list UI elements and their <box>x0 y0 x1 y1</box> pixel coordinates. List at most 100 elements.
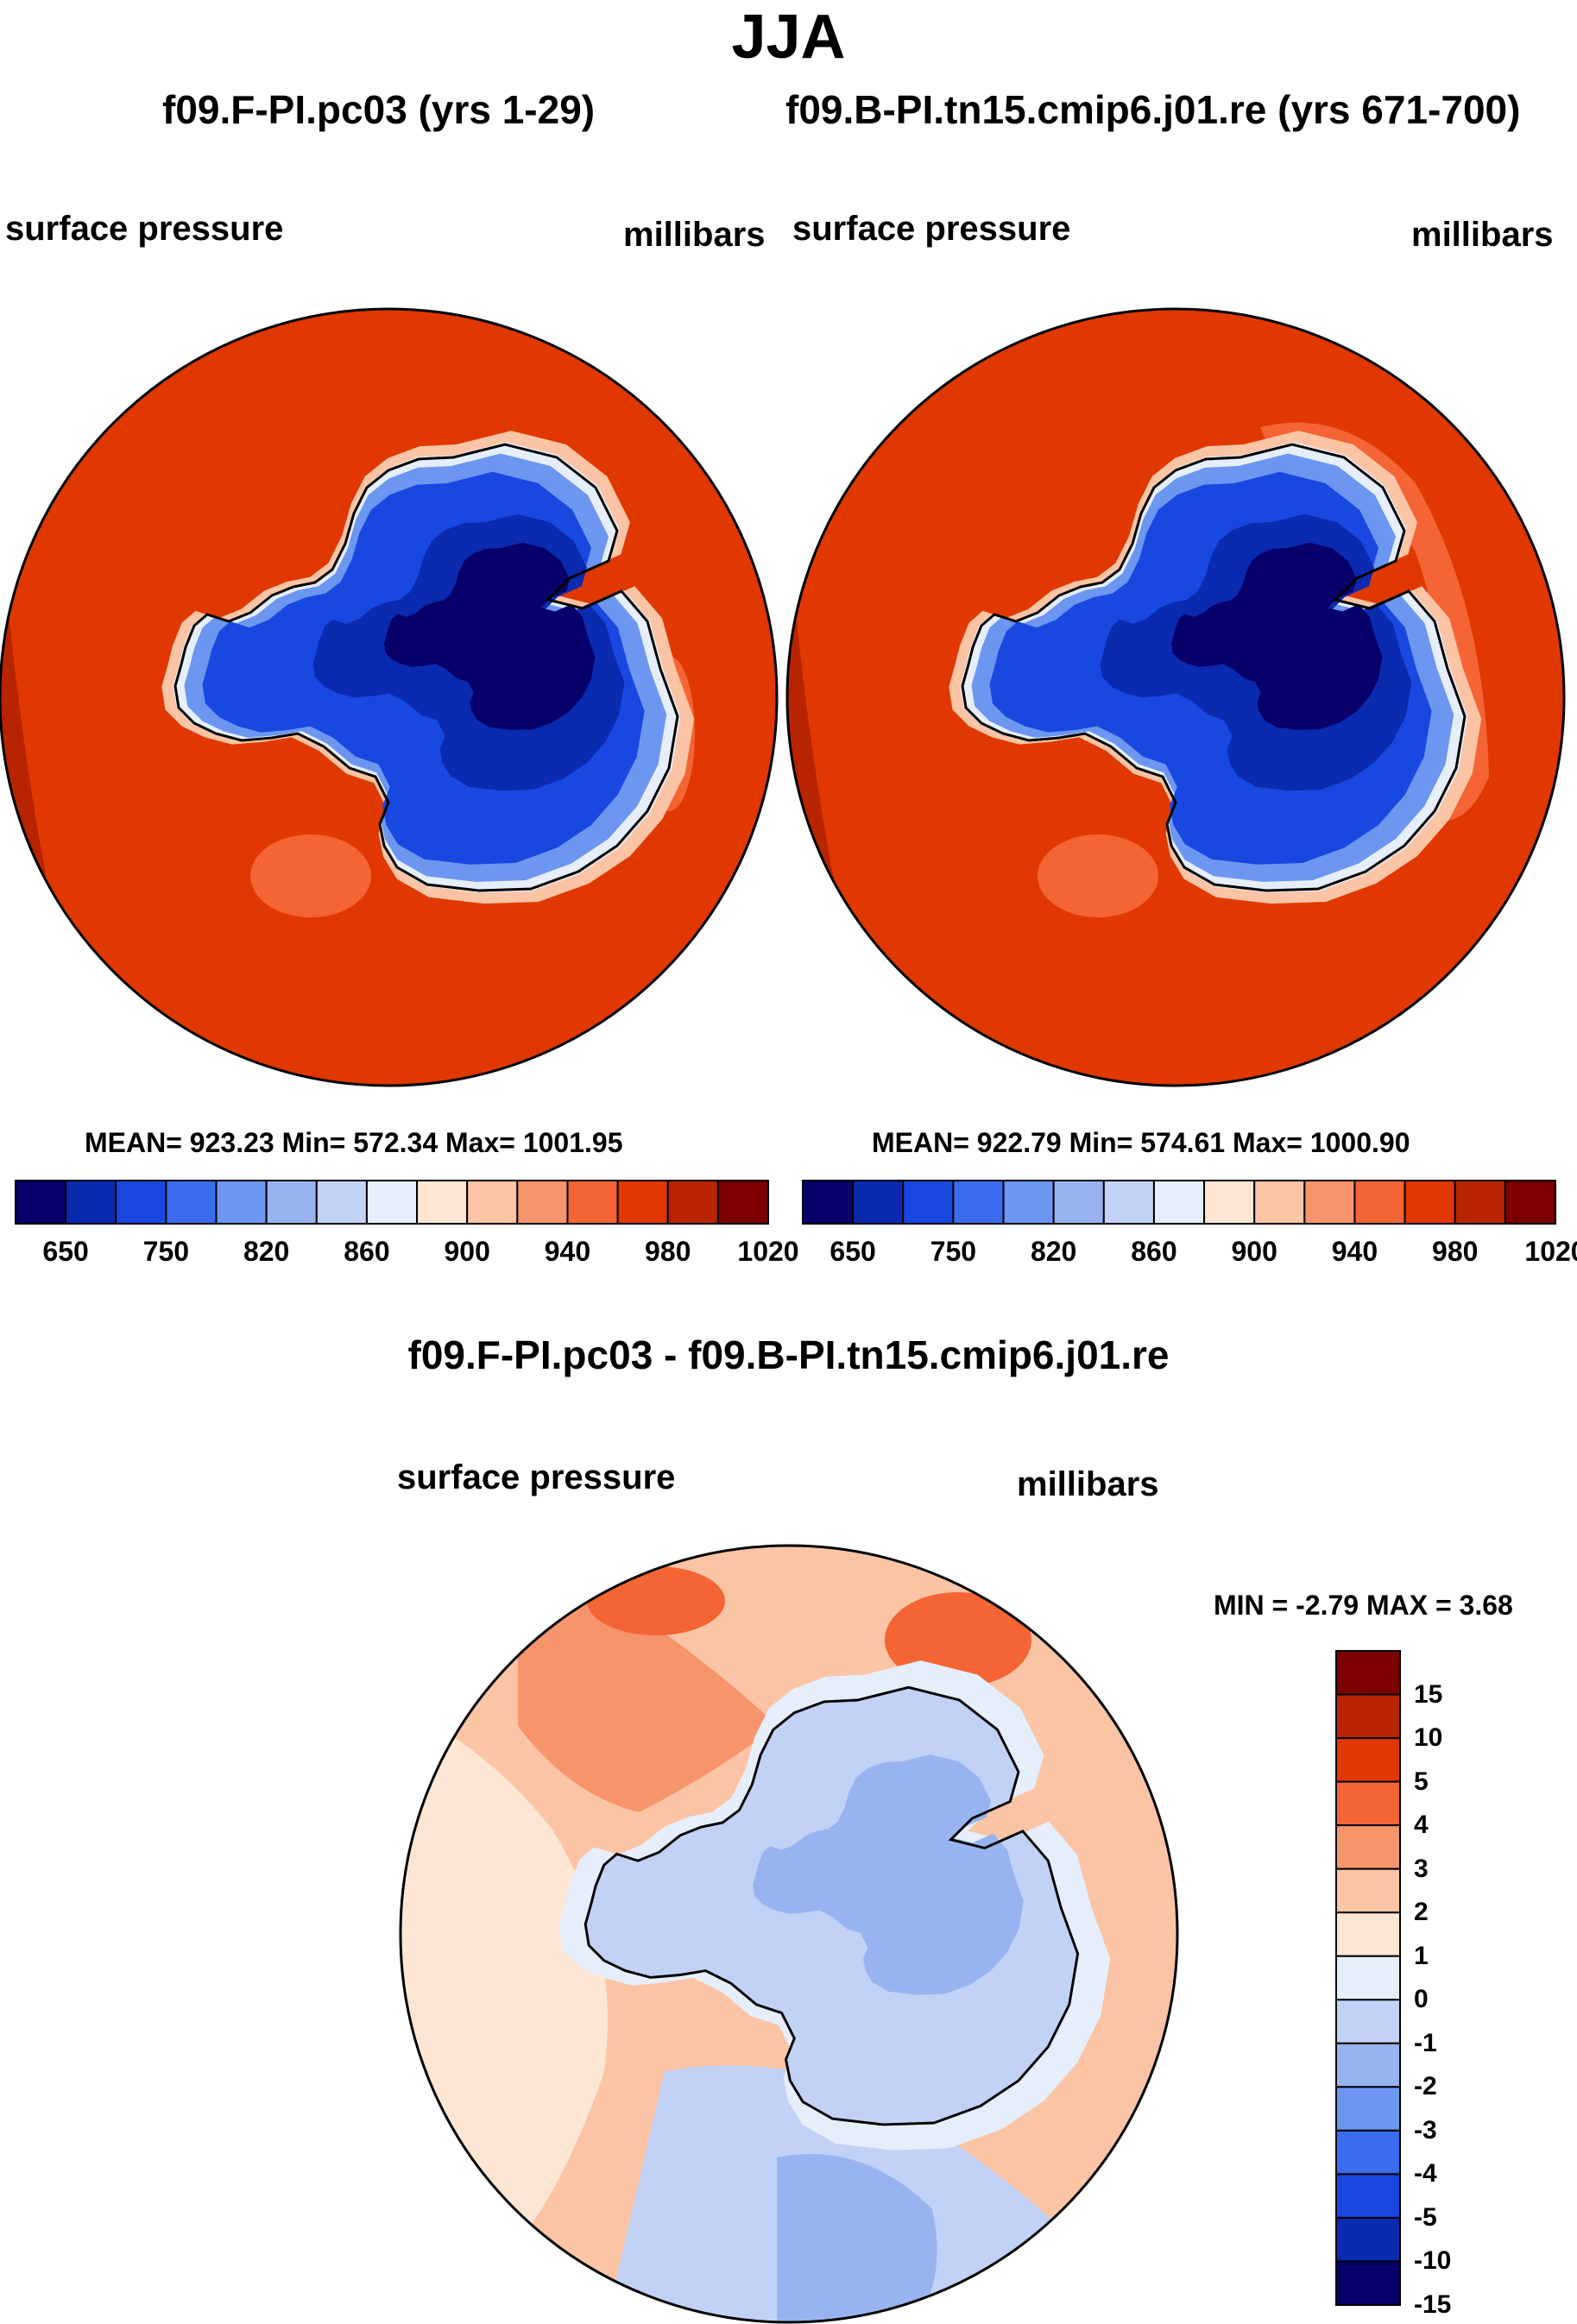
colorbar-tick-label: 820 <box>243 1236 290 1267</box>
panel2-title: f09.B-PI.tn15.cmip6.j01.re (yrs 671-700) <box>785 87 1521 132</box>
panel2-warm-arc <box>1260 422 1489 822</box>
panel3-warm-region <box>518 1571 777 1812</box>
colorbar-tick-label: 860 <box>1131 1236 1177 1267</box>
colorbar-swatch <box>1253 1180 1306 1225</box>
colorbar-swatch <box>1335 1737 1401 1783</box>
colorbar-tick-label: 900 <box>444 1236 490 1267</box>
colorbar-swatch <box>1203 1180 1256 1225</box>
colorbar-swatch <box>1002 1180 1055 1225</box>
colorbar-tick-label: -15 <box>1414 2290 1452 2319</box>
panel2-colorbar <box>802 1180 1556 1225</box>
panel1-variable-label: surface pressure <box>5 210 284 248</box>
colorbar-swatch <box>1335 2129 1401 2176</box>
panel3-map-border <box>399 1544 1179 2324</box>
colorbar-swatch <box>1335 1650 1401 1696</box>
colorbar-swatch <box>1152 1180 1206 1225</box>
colorbar-swatch <box>516 1180 569 1225</box>
panel2-warm-patch <box>1038 834 1158 917</box>
colorbar-swatch <box>566 1180 619 1225</box>
panel3-title: f09.F-PI.pc03 - f09.B-PI.tn15.cmip6.j01.… <box>407 1332 1170 1377</box>
colorbar-tick-label: 5 <box>1414 1767 1429 1796</box>
colorbar-swatch <box>1335 2173 1401 2219</box>
colorbar-swatch <box>466 1180 519 1225</box>
colorbar-swatch <box>1404 1180 1456 1225</box>
panel1-stats: MEAN= 923.23 Min= 572.34 Max= 1001.95 <box>85 1127 623 1158</box>
panel2-variable-label: surface pressure <box>792 210 1071 248</box>
colorbar-tick-label: 820 <box>1030 1236 1077 1267</box>
colorbar-swatch <box>1335 1867 1401 1914</box>
colorbar-swatch <box>215 1180 268 1225</box>
panel3-units-label: millibars <box>1017 1465 1159 1503</box>
colorbar-swatch <box>1335 2260 1401 2307</box>
colorbar-tick-label: 940 <box>1331 1236 1378 1267</box>
colorbar-swatch <box>902 1180 955 1225</box>
panel1-map <box>0 307 779 1087</box>
panel3-colorbar <box>1335 1650 1401 2307</box>
colorbar-swatch <box>1335 1693 1401 1740</box>
colorbar-swatch <box>852 1180 905 1225</box>
panel1-colorbar <box>15 1180 769 1225</box>
panel3-stats: MIN = -2.79 MAX = 3.68 <box>1214 1590 1513 1621</box>
colorbar-swatch <box>1052 1180 1105 1225</box>
panel2-map-border <box>785 307 1566 1087</box>
panel3-cool-core <box>777 2154 937 2322</box>
colorbar-swatch <box>65 1180 117 1225</box>
colorbar-tick-label: -10 <box>1414 2246 1452 2276</box>
colorbar-tick-label: -3 <box>1414 2115 1437 2145</box>
colorbar-tick-label: 750 <box>142 1236 190 1267</box>
colorbar-swatch <box>365 1180 419 1225</box>
colorbar-swatch <box>1504 1180 1556 1225</box>
colorbar-tick-label: 1 <box>1414 1941 1429 1970</box>
colorbar-swatch <box>315 1180 368 1225</box>
panel3-map <box>399 1544 1179 2324</box>
panel3-warm-core-1 <box>587 1566 725 1635</box>
figure-title: JJA <box>731 3 846 72</box>
colorbar-swatch <box>1335 1824 1401 1870</box>
colorbar-swatch <box>115 1180 167 1225</box>
panel2-stats: MEAN= 922.79 Min= 574.61 Max= 1000.90 <box>872 1127 1410 1158</box>
colorbar-swatch <box>1335 2216 1401 2263</box>
colorbar-swatch <box>1335 2042 1401 2088</box>
colorbar-swatch <box>1353 1180 1406 1225</box>
colorbar-tick-label: 3 <box>1414 1854 1429 1883</box>
colorbar-tick-label: 980 <box>1432 1236 1479 1267</box>
panel2-map <box>785 307 1566 1087</box>
colorbar-swatch <box>265 1180 318 1225</box>
colorbar-swatch <box>802 1180 855 1225</box>
panel2-units-label: millibars <box>1411 216 1554 254</box>
colorbar-tick-label: 10 <box>1414 1723 1443 1753</box>
colorbar-swatch <box>165 1180 218 1225</box>
colorbar-swatch <box>1335 1780 1401 1827</box>
colorbar-swatch <box>1335 1999 1401 2044</box>
colorbar-tick-label: 4 <box>1414 1811 1429 1840</box>
colorbar-swatch <box>1335 1955 1401 2001</box>
colorbar-tick-label: 1020 <box>737 1236 799 1267</box>
panel1-units-label: millibars <box>623 216 766 254</box>
colorbar-tick-label: 2 <box>1414 1898 1429 1927</box>
colorbar-swatch <box>1335 1911 1401 1957</box>
panel1-warm-patch <box>250 834 371 917</box>
colorbar-swatch <box>952 1180 1005 1225</box>
colorbar-swatch <box>716 1180 769 1225</box>
colorbar-tick-label: 0 <box>1414 1985 1429 2014</box>
colorbar-tick-label: 940 <box>544 1236 591 1267</box>
colorbar-tick-label: 1020 <box>1524 1236 1577 1267</box>
colorbar-swatch <box>616 1180 669 1225</box>
colorbar-tick-label: -2 <box>1414 2072 1437 2101</box>
colorbar-tick-label: -5 <box>1414 2202 1437 2232</box>
colorbar-swatch <box>1454 1180 1506 1225</box>
colorbar-swatch <box>666 1180 719 1225</box>
colorbar-tick-label: 900 <box>1231 1236 1277 1267</box>
panel3-variable-label: surface pressure <box>397 1458 676 1496</box>
colorbar-tick-label: 650 <box>42 1236 89 1267</box>
colorbar-swatch <box>1102 1180 1155 1225</box>
colorbar-tick-label: -4 <box>1414 2159 1437 2189</box>
colorbar-swatch <box>1303 1180 1356 1225</box>
colorbar-tick-label: 860 <box>344 1236 390 1267</box>
colorbar-tick-label: 650 <box>830 1236 876 1267</box>
colorbar-tick-label: 980 <box>645 1236 691 1267</box>
colorbar-swatch <box>1335 2086 1401 2132</box>
colorbar-tick-label: -1 <box>1414 2028 1437 2057</box>
panel1-map-border <box>0 307 779 1087</box>
